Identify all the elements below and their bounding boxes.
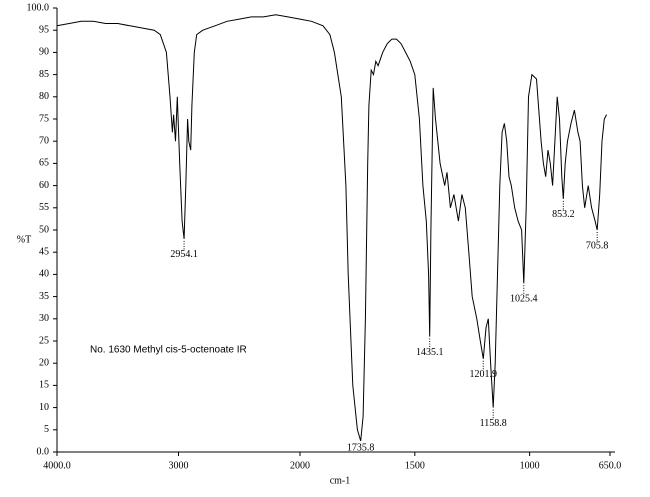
x-axis-label: cm-1 <box>330 475 351 486</box>
spectrum-label: No. 1630 Methyl cis-5-octenoate IR <box>90 345 247 356</box>
y-tick-label: 80 <box>39 91 49 102</box>
y-tick-label: 35 <box>39 291 49 302</box>
y-axis-label: %T <box>17 234 31 245</box>
peak-label: 1025.4 <box>510 294 538 305</box>
peak-label: 1158.8 <box>480 418 507 429</box>
y-tick-label: 0.0 <box>37 446 50 457</box>
x-tick-label: 1500 <box>405 460 425 471</box>
peak-label: 1435.1 <box>416 347 444 358</box>
y-tick-label: 5 <box>44 424 49 435</box>
y-tick-label: 20 <box>39 357 49 368</box>
y-tick-label: 30 <box>39 313 49 324</box>
spectrum-line <box>56 14 608 442</box>
y-tick-label: 85 <box>39 69 49 80</box>
y-tick-label: 25 <box>39 335 49 346</box>
y-tick-label: 60 <box>39 180 49 191</box>
y-tick-label: 15 <box>39 380 49 391</box>
y-tick-label: 45 <box>39 246 49 257</box>
y-tick-label: 40 <box>39 269 49 280</box>
peak-label: 853.2 <box>552 209 575 220</box>
peak-label: 2954.1 <box>170 249 198 260</box>
y-tick-label: 75 <box>39 113 49 124</box>
x-tick-label: 650.0 <box>599 460 622 471</box>
y-tick-label: 100.0 <box>27 2 50 13</box>
peak-label: 705.8 <box>586 240 609 251</box>
y-tick-label: 50 <box>39 224 49 235</box>
y-tick-label: 95 <box>39 24 49 35</box>
peak-label: 1735.8 <box>347 442 375 453</box>
y-tick-label: 65 <box>39 158 49 169</box>
y-tick-label: 70 <box>39 135 49 146</box>
y-tick-label: 55 <box>39 202 49 213</box>
x-tick-label: 3000 <box>169 460 189 471</box>
x-tick-label: 1000 <box>520 460 540 471</box>
x-tick-label: 2000 <box>290 460 310 471</box>
peak-label: 1201.9 <box>470 369 498 380</box>
x-tick-label: 4000.0 <box>43 460 71 471</box>
y-tick-label: 90 <box>39 47 49 58</box>
y-tick-label: 10 <box>39 402 49 413</box>
